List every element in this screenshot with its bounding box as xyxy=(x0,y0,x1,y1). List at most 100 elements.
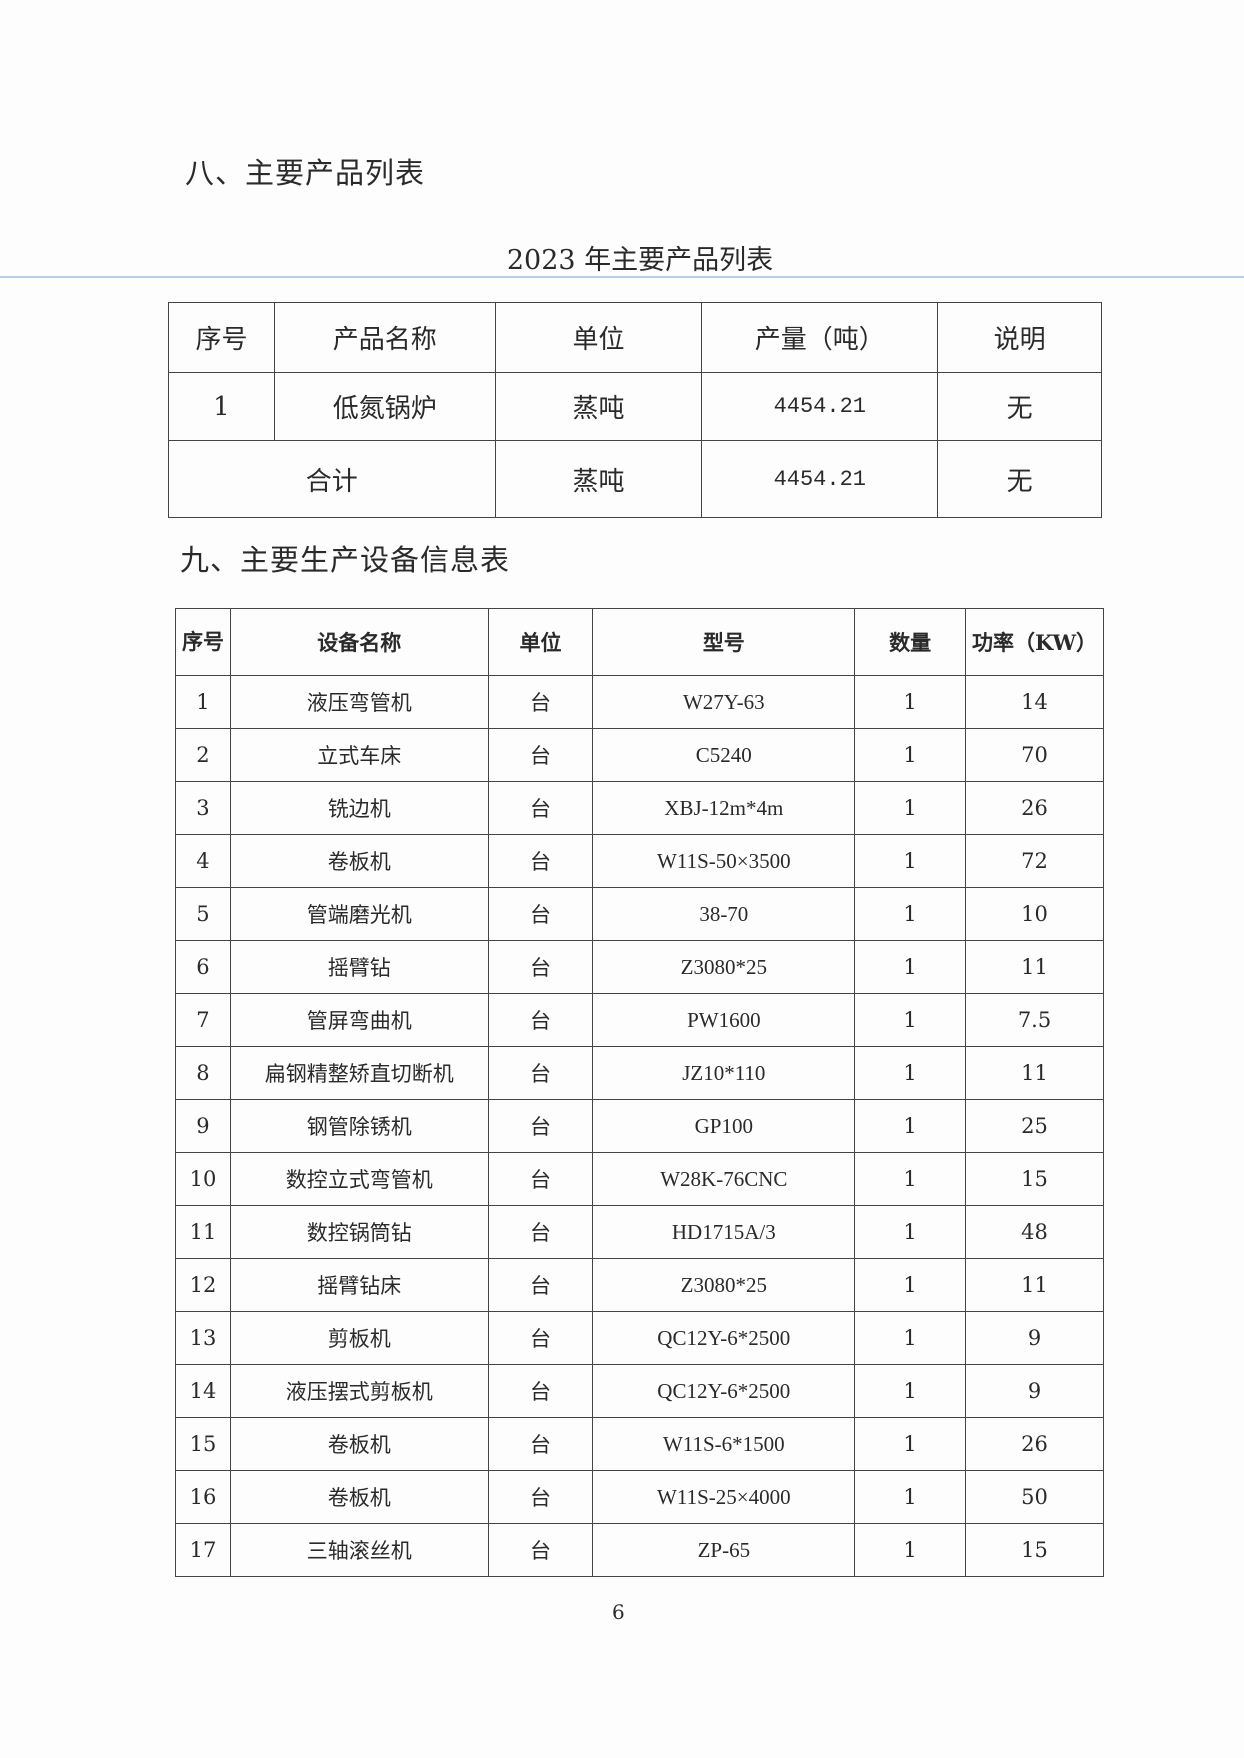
table-row: 11 数控锅筒钻台 HD1715A/3 1 48 xyxy=(175,1205,1104,1259)
total-row: 合计 蒸吨 4454.21 无 xyxy=(168,440,1102,518)
table-row: 6 摇臂钻台 Z3080*25 1 11 xyxy=(175,940,1104,994)
header-cell: 数量 xyxy=(854,608,967,676)
quantity: 1 xyxy=(854,834,967,888)
row-no: 17 xyxy=(175,1523,231,1577)
row-no: 10 xyxy=(175,1152,231,1206)
table-row: 1 液压弯管机台 W27Y-63 1 14 xyxy=(175,675,1104,729)
header-cell: 型号 xyxy=(592,608,856,676)
quantity: 1 xyxy=(854,993,967,1047)
equipment-table: 序号 设备名称 单位 型号 数量 功率（KW） 1 液压弯管机台 W27Y-63 1 1… xyxy=(175,608,1104,1577)
equipment-table-header: 序号 设备名称 单位 型号 数量 功率（KW） xyxy=(175,608,1104,676)
model: Z3080*25 xyxy=(592,1258,856,1312)
quantity: 1 xyxy=(854,1205,967,1259)
equipment-name: 剪板机 xyxy=(229,1311,489,1365)
model: W11S-6*1500 xyxy=(592,1417,856,1471)
section9-heading: 九、主要生产设备信息表 xyxy=(180,543,511,577)
model: JZ10*110 xyxy=(592,1046,856,1100)
power: 15 xyxy=(965,1152,1104,1206)
quantity: 1 xyxy=(854,1258,967,1312)
power: 10 xyxy=(965,887,1104,941)
table-row: 17 三轴滚丝机台 ZP-65 1 15 xyxy=(175,1523,1104,1577)
model: C5240 xyxy=(592,728,856,782)
table-row: 5 管端磨光机台 38-70 1 10 xyxy=(175,887,1104,941)
equipment-name: 卷板机 xyxy=(229,834,489,888)
quantity: 1 xyxy=(854,1152,967,1206)
power: 26 xyxy=(965,1417,1104,1471)
unit: 台 xyxy=(487,1311,594,1365)
header-cell: 设备名称 xyxy=(229,608,489,676)
model: PW1600 xyxy=(592,993,856,1047)
row-no: 15 xyxy=(175,1417,231,1471)
section8-heading: 八、主要产品列表 xyxy=(185,156,426,190)
row-no: 5 xyxy=(175,887,231,941)
table-row: 7 管屏弯曲机台 PW1600 1 7.5 xyxy=(175,993,1104,1047)
power: 11 xyxy=(965,940,1104,994)
unit: 蒸吨 xyxy=(494,372,703,441)
table-row: 10 数控立式弯管机台 W28K-76CNC 1 15 xyxy=(175,1152,1104,1206)
table-row: 14 液压摆式剪板机台 QC12Y-6*2500 1 9 xyxy=(175,1364,1104,1418)
model: W27Y-63 xyxy=(592,675,856,729)
header-cell: 产品名称 xyxy=(273,302,496,373)
equipment-name: 管屏弯曲机 xyxy=(229,993,489,1047)
row-no: 1 xyxy=(175,675,231,729)
product-table-title: 2023 年主要产品列表 xyxy=(506,245,774,276)
row-no: 1 xyxy=(168,372,275,441)
model: QC12Y-6*2500 xyxy=(592,1364,856,1418)
row-no: 6 xyxy=(175,940,231,994)
table-row: 8 扁钢精整矫直切断机台 JZ10*110 1 11 xyxy=(175,1046,1104,1100)
power: 50 xyxy=(965,1470,1104,1524)
header-cell: 说明 xyxy=(937,302,1102,373)
row-no: 2 xyxy=(175,728,231,782)
quantity: 1 xyxy=(854,940,967,994)
table-row: 2 立式车床台 C5240 1 70 xyxy=(175,728,1104,782)
row-no: 8 xyxy=(175,1046,231,1100)
row-no: 16 xyxy=(175,1470,231,1524)
quantity: 1 xyxy=(854,1364,967,1418)
row-no: 11 xyxy=(175,1205,231,1259)
equipment-name: 液压弯管机 xyxy=(229,675,489,729)
product-name: 低氮锅炉 xyxy=(273,372,496,441)
row-no: 3 xyxy=(175,781,231,835)
unit: 台 xyxy=(487,940,594,994)
row-no: 13 xyxy=(175,1311,231,1365)
output: 4454.21 xyxy=(701,372,939,441)
equipment-name: 数控锅筒钻 xyxy=(229,1205,489,1259)
power: 48 xyxy=(965,1205,1104,1259)
table-row: 3 铣边机台 XBJ-12m*4m 1 26 xyxy=(175,781,1104,835)
model: HD1715A/3 xyxy=(592,1205,856,1259)
equipment-name: 三轴滚丝机 xyxy=(229,1523,489,1577)
unit: 台 xyxy=(487,1258,594,1312)
quantity: 1 xyxy=(854,1470,967,1524)
equipment-name: 钢管除锈机 xyxy=(229,1099,489,1153)
model: Z3080*25 xyxy=(592,940,856,994)
unit: 台 xyxy=(487,1205,594,1259)
equipment-name: 摇臂钻床 xyxy=(229,1258,489,1312)
page-number: 6 xyxy=(612,1600,625,1624)
header-cell: 序号 xyxy=(175,608,231,676)
table-row: 13 剪板机台 QC12Y-6*2500 1 9 xyxy=(175,1311,1104,1365)
quantity: 1 xyxy=(854,781,967,835)
power: 26 xyxy=(965,781,1104,835)
equipment-name: 数控立式弯管机 xyxy=(229,1152,489,1206)
table-row: 15 卷板机台 W11S-6*1500 1 26 xyxy=(175,1417,1104,1471)
unit: 台 xyxy=(487,993,594,1047)
power: 25 xyxy=(965,1099,1104,1153)
power: 72 xyxy=(965,834,1104,888)
unit: 台 xyxy=(487,1099,594,1153)
quantity: 1 xyxy=(854,1523,967,1577)
model: W28K-76CNC xyxy=(592,1152,856,1206)
model: QC12Y-6*2500 xyxy=(592,1311,856,1365)
product-table: 序号 产品名称 单位 产量（吨） 说明 1 低氮锅炉 蒸吨 4454.21 无 … xyxy=(168,302,1102,518)
note: 无 xyxy=(937,372,1102,441)
unit: 台 xyxy=(487,1523,594,1577)
header-cell: 单位 xyxy=(487,608,594,676)
unit: 台 xyxy=(487,728,594,782)
unit: 台 xyxy=(487,781,594,835)
power: 14 xyxy=(965,675,1104,729)
row-no: 14 xyxy=(175,1364,231,1418)
model: ZP-65 xyxy=(592,1523,856,1577)
row-no: 12 xyxy=(175,1258,231,1312)
quantity: 1 xyxy=(854,1099,967,1153)
equipment-name: 扁钢精整矫直切断机 xyxy=(229,1046,489,1100)
model: XBJ-12m*4m xyxy=(592,781,856,835)
